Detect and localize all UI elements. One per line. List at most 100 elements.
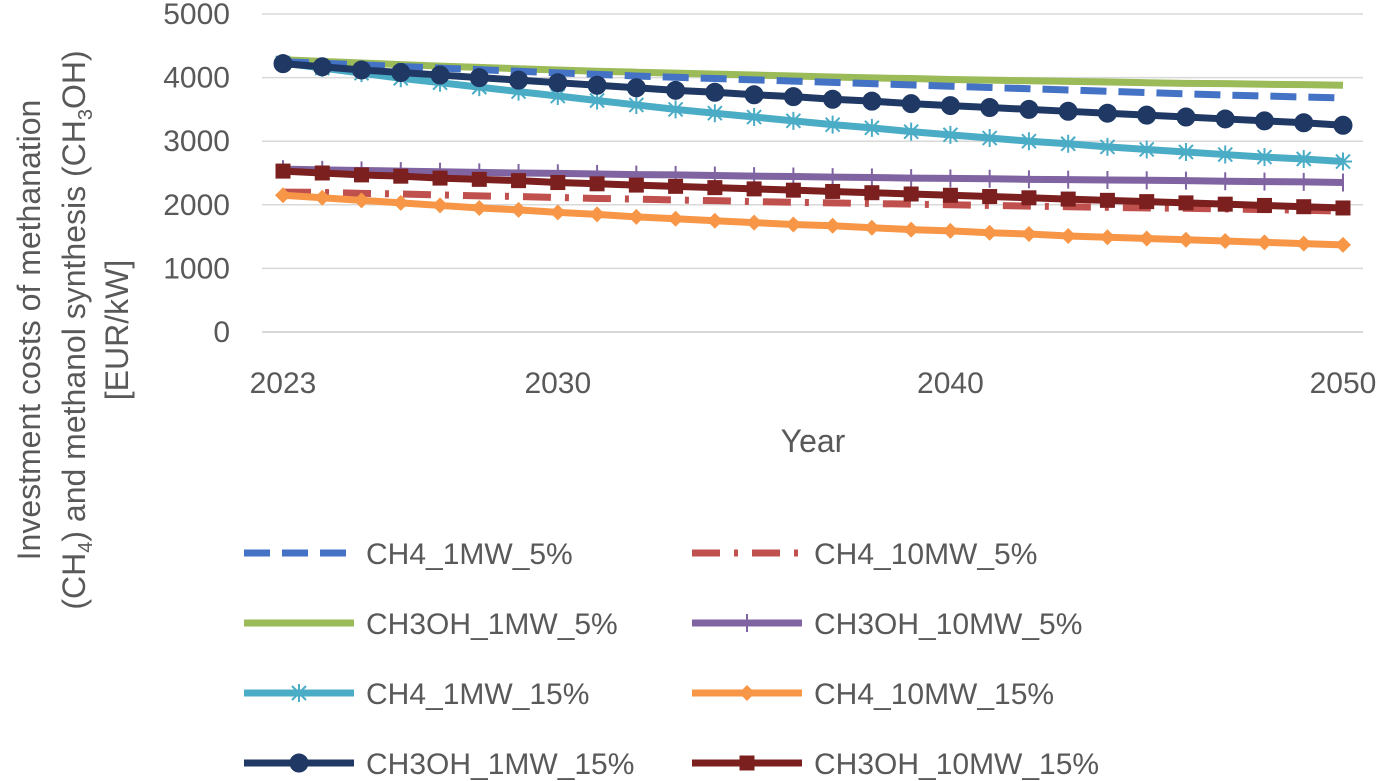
series-ch4-1mw-15pct-point-2041 [980, 129, 999, 148]
series-ch3oh-1mw-15pct-point-2046 [1176, 107, 1196, 127]
x-axis-tick-labels: 2023 2030 2040 2050 [250, 367, 1377, 400]
series-ch3oh-1mw-15pct-point-2035 [744, 85, 764, 105]
series-ch3oh-10mw-15pct-point-2030 [550, 175, 566, 191]
series-ch4-1mw-15pct-point-2046 [1176, 143, 1195, 162]
x-tick-label-2050: 2050 [1310, 367, 1377, 400]
series-ch4-1mw-15pct-point-2035 [745, 108, 764, 127]
series-ch3oh-1mw-15pct-point-2038 [862, 91, 882, 111]
series-ch3oh-1mw-15pct-point-2030 [548, 73, 568, 93]
series-ch4-10mw-15pct-point-2042 [1020, 226, 1037, 243]
series-ch4-1mw-5pct [282, 58, 1344, 102]
series-ch4-10mw-15pct-point-2046 [1177, 231, 1194, 248]
legend-entry-ch3oh-10mw-15pct-marker [739, 755, 755, 771]
series-ch3oh-10mw-15pct-point-2039 [903, 186, 919, 202]
series-ch3oh-10mw-15pct [275, 163, 1351, 216]
series-ch4-1mw-15pct-point-2047 [1216, 145, 1235, 164]
series-ch3oh-1mw-15pct-point-2026 [391, 63, 411, 83]
series-ch4-10mw-15pct-point-2040 [942, 222, 959, 239]
series-ch3oh-1mw-15pct-point-2023 [273, 54, 293, 74]
series-ch3oh-10mw-15pct-point-2041 [982, 189, 998, 205]
y-axis-title-line2-b: ) and methanol synthesis (CH [56, 120, 92, 542]
x-axis-title: Year [781, 423, 846, 459]
series-ch3oh-10mw-15pct-point-2049 [1296, 199, 1312, 215]
series-ch3oh-1mw-15pct [273, 54, 1353, 135]
series-ch3oh-10mw-15pct-line [282, 167, 1344, 212]
series-ch4-1mw-15pct-point-2045 [1137, 140, 1156, 159]
series-lines [273, 53, 1353, 253]
series-ch4-10mw-15pct-point-2050 [1335, 236, 1351, 253]
series-ch4-1mw-15pct-point-2038 [862, 118, 881, 137]
series-ch3oh-10mw-15pct-point-2033 [668, 178, 684, 194]
series-ch3oh-1mw-15pct-point-2034 [705, 82, 725, 102]
series-ch4-10mw-15pct-point-2047 [1217, 233, 1234, 250]
series-ch3oh-10mw-15pct-point-2043 [1060, 191, 1076, 207]
series-ch3oh-1mw-15pct-point-2041 [980, 97, 1000, 117]
series-ch4-1mw-15pct-point-2032 [627, 95, 646, 114]
series-ch4-10mw-15pct-point-2044 [1099, 229, 1116, 246]
series-ch3oh-1mw-15pct-point-2033 [666, 80, 686, 100]
series-ch3oh-10mw-15pct-point-2035 [746, 181, 762, 197]
legend-entry-ch3oh-10mw-15pct: CH3OH_10MW_15% [692, 748, 1099, 781]
series-ch4-10mw-15pct-point-2039 [903, 221, 920, 238]
series-ch4-1mw-15pct-point-2033 [666, 100, 685, 119]
y-axis-title-line2: (CH4) and methanol synthesis (CH3OH) [56, 50, 97, 609]
series-ch4-10mw-5pct-line [282, 188, 1344, 215]
series-ch3oh-1mw-15pct-point-2039 [901, 94, 921, 114]
series-ch3oh-1mw-15pct-point-2029 [509, 70, 529, 90]
series-ch3oh-1mw-15pct-point-2027 [430, 65, 450, 85]
legend-entry-ch3oh-10mw-5pct-label: CH3OH_10MW_5% [814, 608, 1082, 641]
legend-entry-ch4-1mw-15pct-label: CH4_1MW_15% [366, 678, 589, 711]
y-axis-title-sub-4: 4 [75, 542, 97, 553]
series-ch3oh-10mw-15pct-point-2047 [1217, 196, 1233, 212]
series-ch4-10mw-15pct-point-2026 [392, 194, 409, 211]
series-ch3oh-1mw-15pct-point-2044 [1097, 103, 1117, 123]
series-ch4-1mw-15pct-point-2031 [588, 91, 607, 110]
series-ch3oh-10mw-15pct-point-2037 [825, 183, 841, 199]
series-ch4-1mw-15pct-point-2039 [902, 122, 921, 141]
series-ch3oh-1mw-15pct-point-2049 [1294, 113, 1314, 133]
series-ch4-10mw-15pct-point-2027 [432, 197, 449, 214]
series-ch4-10mw-15pct-point-2034 [706, 212, 723, 229]
series-ch3oh-10mw-15pct-point-2028 [471, 171, 487, 187]
series-ch4-10mw-15pct-point-2029 [510, 201, 527, 218]
series-ch4-10mw-15pct-point-2036 [785, 216, 802, 233]
y-axis-title-sub-3: 3 [75, 109, 97, 120]
series-ch4-10mw-15pct-point-2024 [314, 189, 331, 206]
series-ch4-10mw-15pct-point-2023 [275, 187, 291, 204]
series-ch4-1mw-15pct-point-2040 [941, 125, 960, 144]
series-ch3oh-10mw-15pct-point-2050 [1335, 200, 1351, 216]
series-ch4-10mw-15pct-point-2030 [549, 204, 566, 221]
legend-entry-ch3oh-10mw-15pct-label: CH3OH_10MW_15% [814, 748, 1099, 781]
series-ch3oh-1mw-15pct-line [282, 60, 1344, 129]
series-ch3oh-1mw-15pct-point-2043 [1058, 101, 1078, 121]
series-ch3oh-1mw-15pct-point-2040 [940, 96, 960, 116]
legend-entry-ch3oh-1mw-5pct: CH3OH_1MW_5% [244, 608, 618, 641]
series-ch4-10mw-15pct-point-2033 [667, 210, 684, 227]
series-ch3oh-10mw-5pct-line [282, 165, 1344, 187]
series-ch3oh-10mw-15pct-point-2034 [707, 180, 723, 196]
legend-entry-ch4-10mw-5pct: CH4_10MW_5% [692, 538, 1037, 571]
legend-entry-ch4-10mw-15pct-marker [739, 685, 755, 701]
legend-entry-ch4-10mw-5pct-label: CH4_10MW_5% [814, 538, 1037, 571]
series-ch4-1mw-5pct-line [282, 58, 1344, 102]
series-ch3oh-10mw-15pct-point-2025 [354, 167, 370, 183]
series-ch3oh-1mw-15pct-point-2032 [626, 78, 646, 98]
series-ch4-1mw-15pct-point-2030 [548, 87, 567, 106]
y-tick-label-1000: 1000 [163, 252, 230, 285]
y-tick-label-5000: 5000 [163, 0, 230, 31]
series-ch3oh-10mw-15pct-point-2026 [393, 168, 409, 184]
series-ch3oh-10mw-15pct-point-2038 [864, 185, 880, 201]
series-ch4-10mw-15pct-point-2041 [981, 224, 998, 241]
x-tick-label-2040: 2040 [917, 367, 984, 400]
series-ch4-10mw-15pct [275, 187, 1351, 253]
series-ch3oh-10mw-15pct-point-2031 [589, 176, 605, 192]
legend: CH4_1MW_5% CH4_10MW_5% CH3OH_1MW_5% CH3OH_1… [244, 538, 1099, 781]
series-ch3oh-10mw-15pct-point-2032 [628, 177, 644, 193]
y-axis-title-line2-c: OH) [56, 50, 92, 109]
series-ch3oh-1mw-15pct-point-2031 [587, 75, 607, 95]
series-ch3oh-1mw-15pct-point-2042 [1019, 99, 1039, 119]
series-ch3oh-1mw-15pct-point-2028 [469, 68, 489, 88]
series-ch3oh-10mw-15pct-point-2044 [1099, 192, 1115, 208]
series-ch4-1mw-15pct-point-2043 [1059, 134, 1078, 153]
